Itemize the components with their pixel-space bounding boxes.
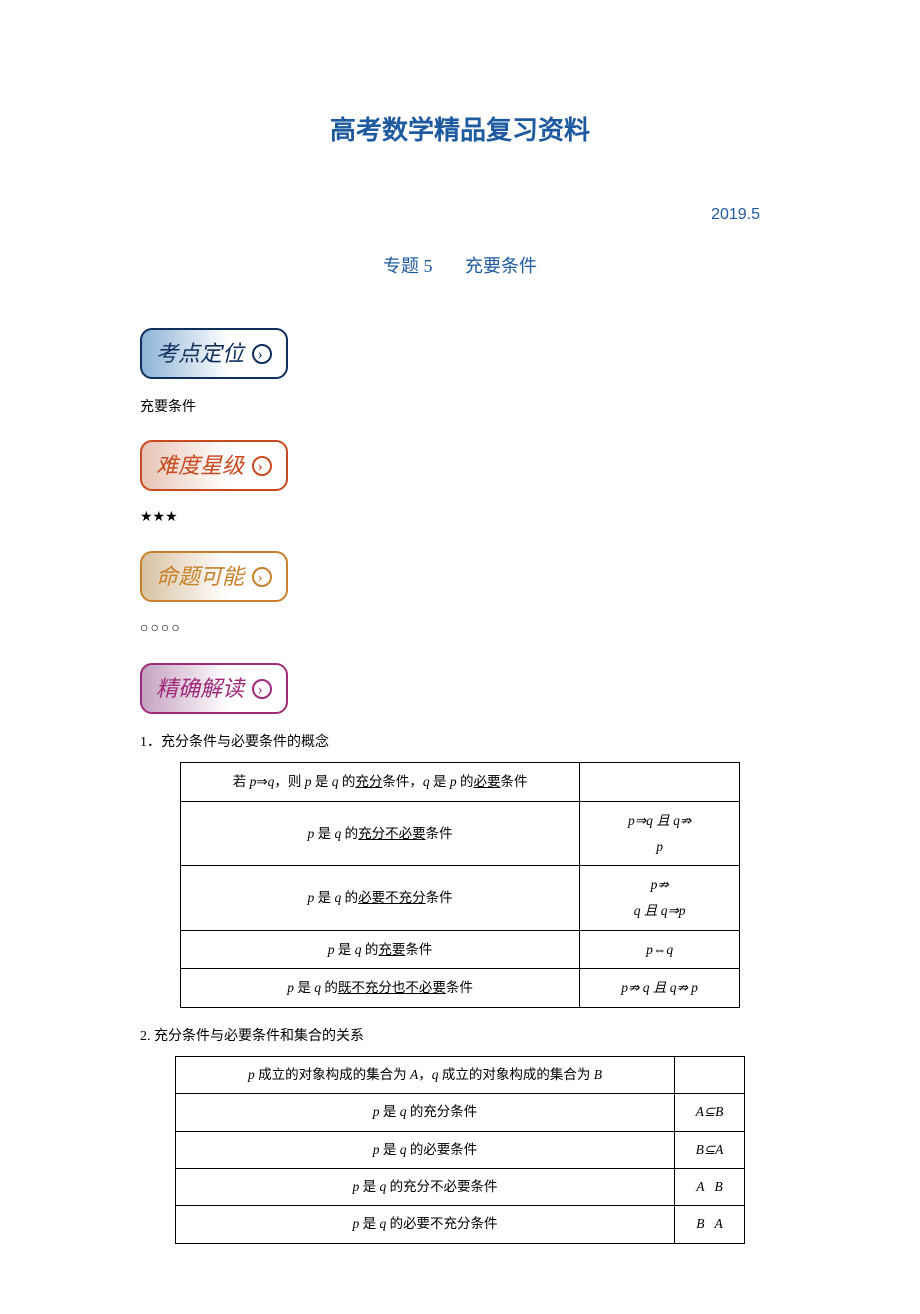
table-cell-right: p⇔q: [580, 930, 740, 969]
table-cell-left: p 是 q 的必要不充分条件: [181, 866, 580, 930]
badge-mingti: 命题可能: [140, 551, 288, 602]
arrow-circle-icon: [252, 456, 272, 476]
badge-nandu: 难度星级: [140, 440, 288, 491]
subtitle-num: 专题 5: [383, 256, 433, 276]
table-cell-right: [580, 763, 740, 802]
badge-label: 考点定位: [156, 341, 244, 366]
table-row: p 是 q 的既不充分也不必要条件p⇏ q 且 q⇏ p: [181, 969, 740, 1008]
table-row: p 是 q 的必要不充分条件p⇏q 且 q⇒p: [181, 866, 740, 930]
table-cell-left: p 是 q 的必要条件: [176, 1131, 675, 1168]
badge-kaodian: 考点定位: [140, 328, 288, 379]
subtitle: 专题 5 充要条件: [140, 252, 780, 281]
table-cell-right: p⇏ q 且 q⇏ p: [580, 969, 740, 1008]
table-cell-right: B A: [675, 1206, 745, 1243]
table-cell-left: 若 p⇒q，则 p 是 q 的充分条件，q 是 p 的必要条件: [181, 763, 580, 802]
table-row: p 是 q 的充分条件A⊆B: [176, 1094, 745, 1131]
section1-heading: 1．充分条件与必要条件的概念: [140, 732, 780, 754]
subtitle-text: 充要条件: [465, 256, 537, 276]
table-cell-left: p 是 q 的既不充分也不必要条件: [181, 969, 580, 1008]
badge-label: 难度星级: [156, 453, 244, 478]
table-cell-right: p⇏q 且 q⇒p: [580, 866, 740, 930]
date-text: 2019.5: [140, 202, 780, 228]
table-row: 若 p⇒q，则 p 是 q 的充分条件，q 是 p 的必要条件: [181, 763, 740, 802]
table-cell-left: p 是 q 的充分条件: [176, 1094, 675, 1131]
table-row: p 是 q 的充要条件p⇔q: [181, 930, 740, 969]
arrow-circle-icon: [252, 344, 272, 364]
badge-label: 精确解读: [156, 676, 244, 701]
table-cell-left: p 是 q 的充分不必要条件: [181, 801, 580, 865]
table-cell-right: B⊆A: [675, 1131, 745, 1168]
table-cell-left: p 是 q 的必要不充分条件: [176, 1206, 675, 1243]
table-cell-left: p 是 q 的充分不必要条件: [176, 1169, 675, 1206]
badge-jingque: 精确解读: [140, 663, 288, 714]
table-cell-right: p⇒q 且 q⇏p: [580, 801, 740, 865]
badge-label: 命题可能: [156, 564, 244, 589]
section2-heading: 2. 充分条件与必要条件和集合的关系: [140, 1026, 780, 1048]
table-cell-right: A⊆B: [675, 1094, 745, 1131]
table-cell-right: [675, 1057, 745, 1094]
page-title: 高考数学精品复习资料: [140, 110, 780, 152]
table-cell-left: p 成立的对象构成的集合为 A，q 成立的对象构成的集合为 B: [176, 1057, 675, 1094]
table-row: p 成立的对象构成的集合为 A，q 成立的对象构成的集合为 B: [176, 1057, 745, 1094]
arrow-circle-icon: [252, 679, 272, 699]
circles-rating: ○○○○: [140, 618, 780, 640]
kaodian-text: 充要条件: [140, 397, 780, 419]
table-cell-left: p 是 q 的充要条件: [181, 930, 580, 969]
table-cell-right: A B: [675, 1169, 745, 1206]
arrow-circle-icon: [252, 567, 272, 587]
stars-rating: ★★★: [140, 507, 780, 529]
table-sets: p 成立的对象构成的集合为 A，q 成立的对象构成的集合为 Bp 是 q 的充分…: [175, 1056, 745, 1243]
table-conditions: 若 p⇒q，则 p 是 q 的充分条件，q 是 p 的必要条件p 是 q 的充分…: [180, 762, 740, 1007]
table-row: p 是 q 的必要不充分条件B A: [176, 1206, 745, 1243]
table-row: p 是 q 的必要条件B⊆A: [176, 1131, 745, 1168]
table-row: p 是 q 的充分不必要条件p⇒q 且 q⇏p: [181, 801, 740, 865]
table-row: p 是 q 的充分不必要条件A B: [176, 1169, 745, 1206]
